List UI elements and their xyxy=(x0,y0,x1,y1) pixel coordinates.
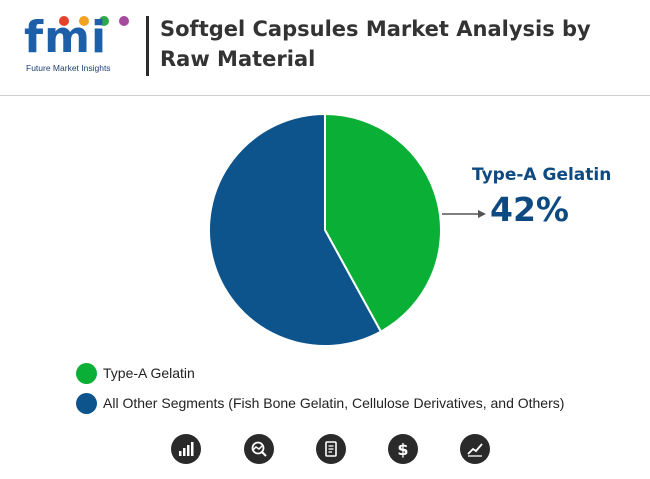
legend-label: All Other Segments (Fish Bone Gelatin, C… xyxy=(103,395,565,411)
pie-slice xyxy=(324,112,442,334)
legend-swatch xyxy=(76,392,97,414)
callout-label: Type-A Gelatin xyxy=(472,165,612,185)
report-document-icon xyxy=(316,434,346,464)
header-divider xyxy=(146,16,149,76)
footer-icons: $ xyxy=(170,434,500,470)
legend-item: Type-A Gelatin xyxy=(76,362,564,384)
logo-text: fmi xyxy=(24,12,108,63)
dollar-icon: $ xyxy=(388,434,418,464)
header: fmi Future Market Insights Softgel Capsu… xyxy=(0,0,650,95)
legend-swatch xyxy=(76,362,97,384)
logo-tagline: Future Market Insights xyxy=(26,63,111,73)
legend: Type-A Gelatin All Other Segments (Fish … xyxy=(76,362,564,422)
chart-title: Softgel Capsules Market Analysis by Raw … xyxy=(160,17,591,71)
logo-people-icon xyxy=(59,16,129,26)
bar-chart-icon xyxy=(171,434,201,464)
fmi-logo: fmi Future Market Insights xyxy=(24,14,134,76)
callout-value: 42% xyxy=(490,190,569,229)
legend-label: Type-A Gelatin xyxy=(103,365,195,381)
svg-text:$: $ xyxy=(397,440,408,458)
pie-slice xyxy=(208,112,383,347)
trend-search-icon xyxy=(244,434,274,464)
header-rule xyxy=(0,95,650,96)
growth-chart-icon xyxy=(460,434,490,464)
callout-arrowhead-icon xyxy=(478,210,486,218)
legend-item: All Other Segments (Fish Bone Gelatin, C… xyxy=(76,392,564,414)
